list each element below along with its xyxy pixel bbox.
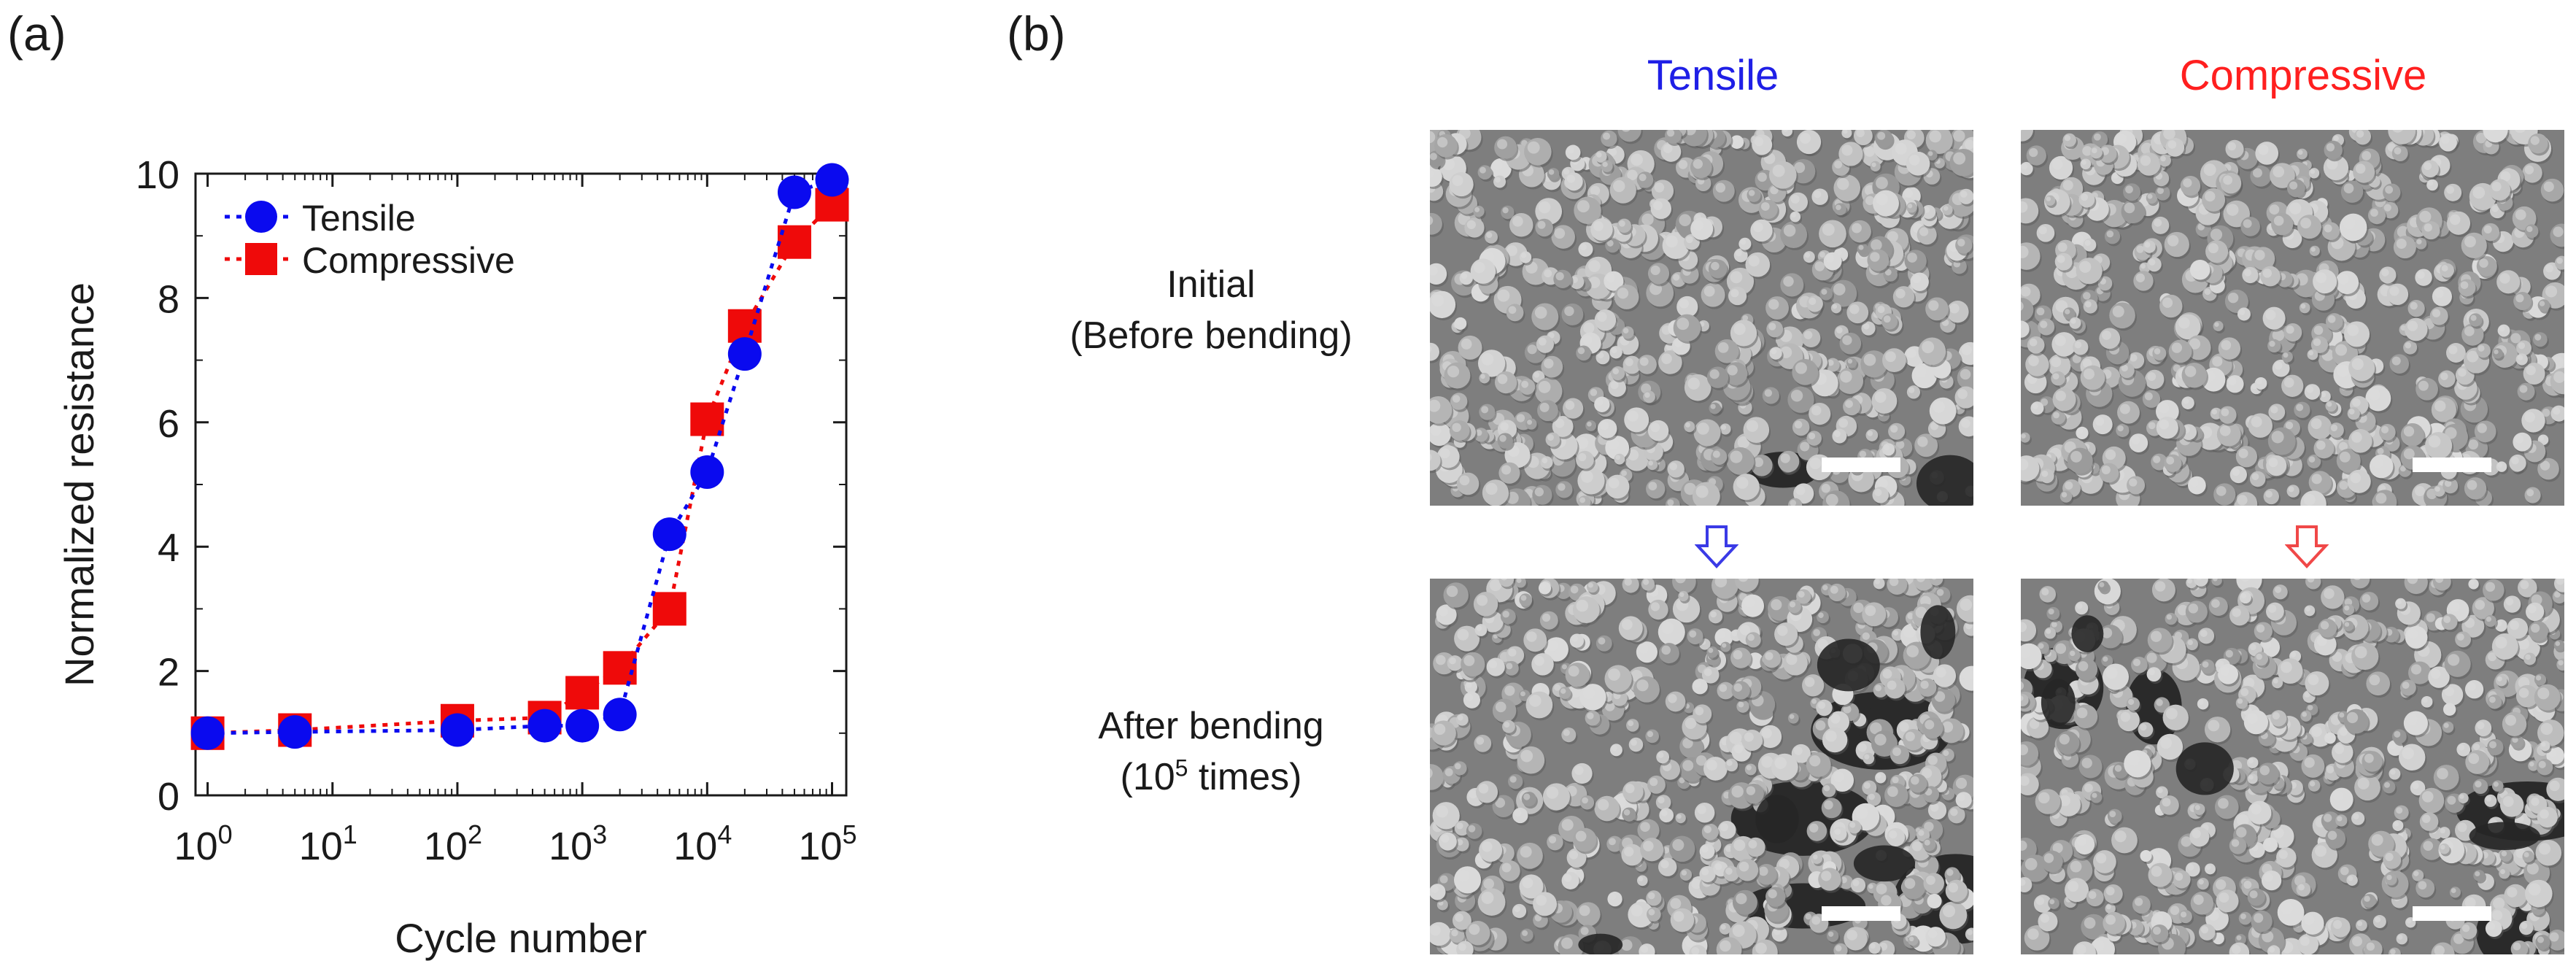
data-point-tensile	[440, 713, 474, 747]
data-point-compressive	[652, 592, 686, 626]
x-tick-label: 101	[299, 819, 357, 868]
x-tick-label: 104	[673, 819, 732, 868]
y-tick-label: 2	[158, 651, 179, 695]
series-line-tensile	[207, 178, 833, 736]
y-tick-label: 10	[136, 153, 179, 197]
sem-image-compressive-after	[2021, 579, 2564, 954]
sem-image-tensile-initial	[1430, 130, 1973, 506]
legend-marker-compressive	[245, 243, 277, 275]
scale-bar	[2413, 906, 2491, 921]
column-title-tensile: Tensile	[1647, 52, 1779, 99]
y-tick-label: 0	[158, 775, 179, 819]
y-tick-label: 6	[158, 402, 179, 446]
scale-bar	[2413, 458, 2491, 472]
y-tick-label: 4	[158, 526, 179, 570]
data-point-tensile	[815, 163, 849, 197]
data-point-tensile	[527, 709, 562, 743]
sem-image-tensile-after	[1430, 579, 1973, 954]
plot-frame	[194, 172, 848, 797]
legend-label-tensile: Tensile	[302, 198, 416, 239]
resistance-chart: 0 2 4 6 8 10 100 101 102 103 104 105 Cycle number Nor…	[56, 153, 857, 961]
sem-image-compressive-initial	[2021, 130, 2564, 506]
row-label-initial-line2: (Before bending)	[1070, 314, 1353, 358]
data-point-tensile	[652, 517, 686, 552]
row-label-after-line1: After bending	[1098, 705, 1324, 747]
row-label-after-line2: (105 times)	[1120, 754, 1302, 799]
scale-bar	[1822, 906, 1900, 921]
down-arrow-icon-compressive	[2285, 525, 2329, 568]
row-label-after: After bending (105 times)	[1021, 700, 1401, 803]
y-tick-label: 8	[158, 277, 179, 321]
x-tick-label: 105	[798, 819, 856, 868]
panel-a-label: (a)	[7, 7, 66, 61]
data-point-compressive	[603, 651, 637, 685]
scale-bar	[1822, 458, 1900, 472]
data-point-tensile	[278, 715, 312, 749]
x-tick-label: 102	[424, 819, 482, 868]
data-point-tensile	[777, 175, 811, 209]
data-point-compressive	[565, 676, 600, 710]
x-tick-label: 100	[174, 819, 233, 868]
row-label-initial-line1: Initial	[1167, 263, 1256, 306]
x-axis-label: Cycle number	[395, 915, 646, 961]
row-label-initial: Initial (Before bending)	[1021, 259, 1401, 361]
x-tick-label: 103	[549, 819, 607, 868]
legend-marker-tensile	[245, 201, 277, 233]
data-point-tensile	[690, 455, 724, 489]
data-point-tensile	[190, 716, 225, 750]
data-point-tensile	[603, 698, 637, 732]
legend-label-compressive: Compressive	[302, 240, 515, 281]
data-point-tensile	[565, 709, 600, 743]
data-point-tensile	[727, 337, 762, 371]
y-axis-label: Normalized resistance	[56, 282, 102, 687]
panel-b-label: (b)	[1007, 7, 1066, 61]
data-point-compressive	[727, 309, 762, 343]
column-title-compressive: Compressive	[2179, 52, 2427, 99]
series-line-compressive	[207, 203, 834, 736]
data-point-compressive	[690, 402, 724, 436]
down-arrow-icon-tensile	[1695, 525, 1738, 568]
